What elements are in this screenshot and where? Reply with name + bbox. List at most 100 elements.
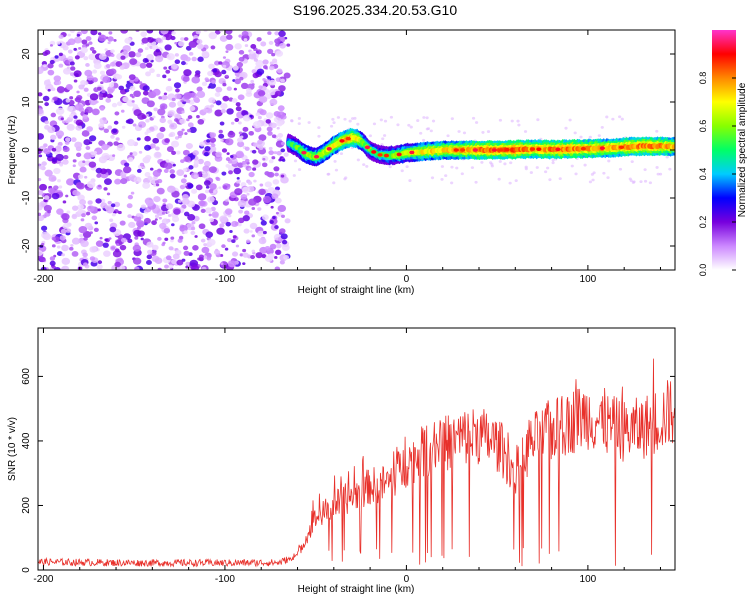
noise-point <box>162 241 166 245</box>
noise-point <box>135 213 141 218</box>
noise-point <box>81 39 88 45</box>
noise-point <box>169 169 175 174</box>
noise-point <box>161 36 166 41</box>
noise-point <box>199 141 206 147</box>
noise-point <box>91 108 100 116</box>
noise-point <box>274 266 281 270</box>
noise-point <box>408 179 412 182</box>
noise-point <box>108 237 112 240</box>
noise-point <box>65 137 71 142</box>
noise-point <box>106 93 113 99</box>
noise-point <box>372 122 377 126</box>
noise-point <box>53 185 59 190</box>
noise-point <box>73 36 82 44</box>
noise-point <box>65 194 69 198</box>
noise-point <box>85 145 91 150</box>
noise-point <box>101 143 109 151</box>
noise-point <box>80 240 89 248</box>
noise-point <box>246 88 252 94</box>
noise-point <box>53 97 58 101</box>
noise-point <box>275 50 284 57</box>
noise-point <box>200 208 206 213</box>
noise-point <box>205 185 210 189</box>
noise-point <box>221 69 227 75</box>
noise-point <box>143 217 151 224</box>
noise-point <box>244 146 250 151</box>
noise-point <box>558 177 562 180</box>
noise-point <box>154 151 162 158</box>
noise-point <box>154 257 163 264</box>
noise-point <box>208 188 215 194</box>
noise-point <box>409 125 413 129</box>
noise-point <box>90 30 98 36</box>
noise-point <box>213 249 221 255</box>
noise-point <box>276 120 283 127</box>
noise-point <box>47 69 55 76</box>
noise-point <box>93 150 97 155</box>
noise-point <box>98 122 105 129</box>
noise-point <box>152 41 157 46</box>
noise-point <box>43 195 50 200</box>
noise-point <box>280 233 288 240</box>
noise-point <box>201 246 210 254</box>
noise-point <box>297 122 301 126</box>
noise-point <box>192 150 199 156</box>
noise-point <box>274 197 282 204</box>
colorbar-label: Normalized spectral amplitude <box>737 82 748 217</box>
noise-point <box>152 88 161 96</box>
noise-point <box>83 56 89 61</box>
colorbar-gradient <box>712 30 736 270</box>
noise-point <box>203 180 211 186</box>
noise-point <box>262 157 266 161</box>
noise-point <box>127 157 134 163</box>
noise-point <box>47 63 54 69</box>
noise-point <box>248 198 257 206</box>
noise-point <box>53 167 61 175</box>
noise-point <box>268 146 273 151</box>
noise-point <box>426 127 431 131</box>
noise-point <box>206 256 212 261</box>
noise-point <box>151 244 159 251</box>
ridge-peak <box>364 145 370 150</box>
noise-point <box>105 98 112 103</box>
noise-point <box>188 52 194 56</box>
noise-point <box>133 176 142 184</box>
noise-point <box>133 90 141 98</box>
noise-point <box>643 168 647 172</box>
noise-point <box>218 61 223 65</box>
ridge-peak <box>409 150 415 155</box>
noise-point <box>38 190 44 196</box>
noise-point <box>255 252 263 259</box>
noise-point <box>93 62 102 70</box>
noise-point <box>201 50 210 58</box>
noise-point <box>292 174 296 177</box>
noise-point <box>203 152 209 157</box>
noise-point <box>256 37 262 42</box>
noise-point <box>262 77 266 82</box>
x-tick-label: -100 <box>215 274 235 285</box>
noise-point <box>233 87 237 91</box>
noise-point <box>146 254 153 260</box>
noise-point <box>128 51 136 58</box>
noise-point <box>107 41 111 45</box>
noise-point <box>272 179 280 185</box>
noise-point <box>132 123 137 127</box>
noise-point <box>600 126 604 129</box>
noise-point <box>388 165 392 169</box>
noise-point <box>220 262 224 266</box>
noise-point <box>109 226 117 233</box>
noise-point <box>235 102 241 107</box>
noise-point <box>208 63 215 70</box>
ridge-peak <box>396 152 402 157</box>
noise-point <box>113 39 117 42</box>
noise-point <box>110 53 115 58</box>
noise-point <box>248 130 254 136</box>
noise-point <box>274 90 282 97</box>
noise-point <box>214 60 220 66</box>
noise-point <box>588 135 592 139</box>
noise-point <box>240 194 248 200</box>
noise-point <box>573 131 577 135</box>
noise-point <box>76 182 85 190</box>
noise-point <box>203 108 208 113</box>
noise-point <box>405 165 409 169</box>
